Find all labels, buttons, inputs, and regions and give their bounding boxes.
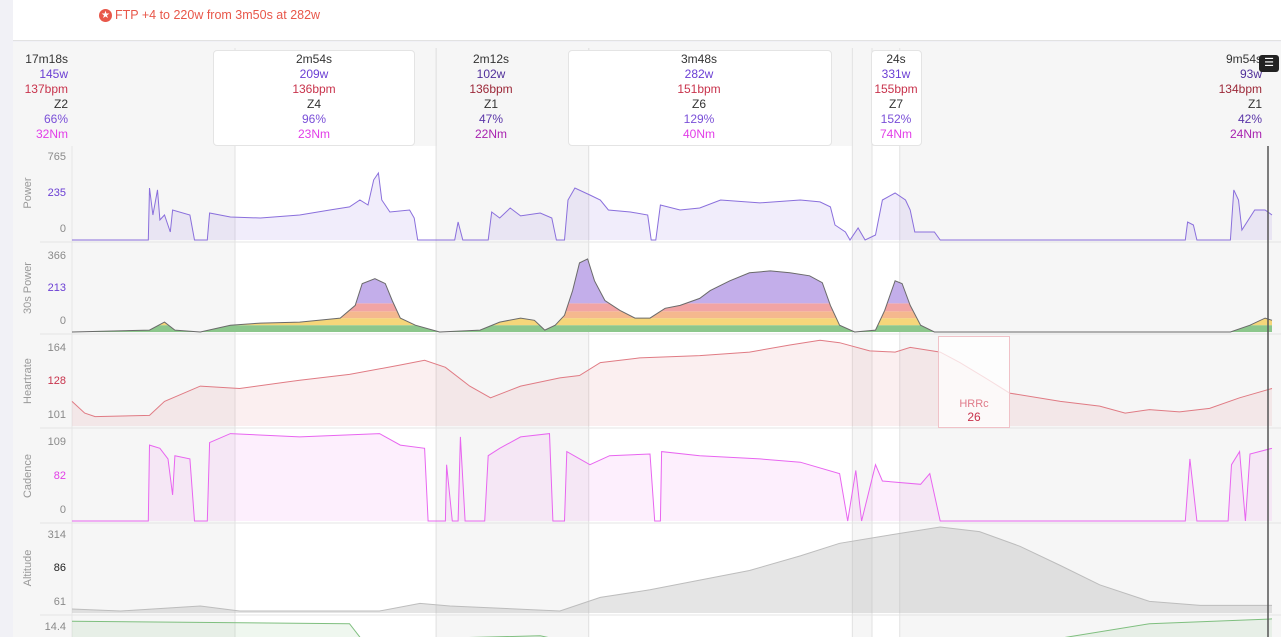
extra-area [72, 618, 1272, 637]
interval-summary-column: 2m54s 209w 136bpm Z4 96% 23Nm [264, 52, 364, 142]
summary-bpm: 134bpm [1218, 82, 1262, 96]
cadence-line [72, 433, 1273, 522]
summary-pct: 152% [880, 112, 912, 126]
summary-zone: Z4 [306, 97, 321, 111]
summary-zone: Z7 [888, 97, 903, 111]
interval-box[interactable] [213, 50, 415, 146]
summary-pct: 129% [683, 112, 715, 126]
summary-time: 9m54s [1225, 52, 1262, 66]
interval-summary-column: 2m12s 102w 136bpm Z1 47% 22Nm [441, 52, 541, 142]
altitude-min-label: 61 [53, 596, 66, 608]
summary-bpm: 137bpm [24, 82, 68, 96]
hrrc-label: HRRc [959, 398, 989, 410]
cadence-max-label: 109 [47, 436, 66, 448]
hrrc-box: HRRc 26 [938, 336, 1010, 428]
extra-max-label: 14.4 [44, 621, 66, 633]
power-max-label: 765 [47, 151, 66, 163]
summary-watts: 282w [684, 67, 714, 81]
summary-time: 3m48s [680, 52, 718, 66]
interval-summary-column: 3m48s 282w 151bpm Z6 129% 40Nm [649, 52, 749, 142]
power30-max-label: 366 [47, 250, 66, 262]
interval-highlight [235, 146, 437, 637]
summary-pct: 66% [43, 112, 68, 126]
summary-bpm: 136bpm [469, 82, 513, 96]
summary-watts: 93w [1239, 67, 1262, 81]
extra-series [71, 618, 1273, 637]
summary-time: 24s [886, 52, 906, 66]
power30-line [71, 258, 1273, 333]
power-zone-band [72, 318, 1272, 326]
power-area [72, 173, 1272, 240]
power-zone-band [72, 311, 1272, 319]
summary-torque: 74Nm [879, 127, 912, 141]
summary-zone: Z1 [483, 97, 498, 111]
altitude-panel-name: Altitude [22, 549, 34, 587]
summary-time: 2m54s [295, 52, 333, 66]
power-line [72, 171, 1273, 241]
notes-icon[interactable]: ☰ [1259, 55, 1279, 72]
interval-highlight [588, 146, 853, 637]
interval-box[interactable] [871, 50, 922, 146]
heartrate-max-label: 164 [47, 342, 66, 354]
ftp-message: FTP +4 to 220w from 3m50s at 282w [115, 8, 321, 22]
summary-zone: Z1 [1247, 97, 1262, 111]
power30-panel-name: 30s Power [22, 262, 34, 314]
summary-torque: 40Nm [682, 127, 715, 141]
summary-pct: 96% [301, 112, 327, 126]
altitude-line [71, 526, 1272, 612]
summary-time: 2m12s [472, 52, 510, 66]
power30-avg-label: 213 [47, 282, 66, 294]
power-zone-band [72, 325, 1272, 332]
altitude-area [72, 527, 1272, 613]
cadence-min-label: 0 [59, 504, 66, 516]
summary-watts: 102w [476, 67, 506, 81]
altitude-max-label: 314 [47, 529, 66, 541]
summary-torque: 32Nm [35, 127, 68, 141]
summary-time: 17m18s [25, 52, 68, 66]
heartrate-avg-label: 128 [47, 375, 66, 387]
interval-summary-column: 24s 331w 155bpm Z7 152% 74Nm [846, 52, 946, 142]
summary-zone: Z2 [53, 97, 68, 111]
summary-pct: 42% [1237, 112, 1262, 126]
summary-torque: 24Nm [1229, 127, 1262, 141]
ftp-notice: ★ FTP +4 to 220w from 3m50s at 282w [99, 8, 320, 22]
altitude-series [71, 526, 1272, 613]
star-circle-icon: ★ [99, 8, 112, 22]
power30-min-label: 0 [59, 315, 66, 327]
summary-torque: 23Nm [297, 127, 330, 141]
power-panel-name: Power [22, 176, 34, 209]
summary-zone: Z6 [691, 97, 706, 111]
summary-watts: 331w [881, 67, 911, 81]
heartrate-min-label: 101 [47, 409, 66, 421]
interval-highlight [436, 146, 589, 637]
cadence-panel-name: Cadence [22, 453, 34, 498]
power-series [72, 171, 1273, 241]
summary-bpm: 155bpm [874, 82, 918, 96]
summary-bpm: 136bpm [292, 82, 336, 96]
summary-pct: 47% [478, 112, 504, 126]
hrrc-value: 26 [967, 410, 981, 424]
heartrate-panel-name: Heartrate [22, 358, 34, 404]
summary-watts: 145w [39, 67, 68, 81]
cadence-series [72, 433, 1273, 522]
heartrate-line [71, 339, 1273, 418]
altitude-avg-label: 86 [53, 562, 66, 574]
power-avg-label: 235 [47, 186, 66, 199]
cadence-area [72, 433, 1272, 521]
interval-box[interactable] [568, 50, 832, 146]
extra-line [71, 618, 1273, 637]
summary-watts: 209w [299, 67, 329, 81]
interval-summary-column: 17m18s 145w 137bpm Z2 66% 32Nm [25, 52, 68, 142]
interval-summary-column: 9m54s 93w 134bpm Z1 42% 24Nm [1219, 52, 1262, 142]
summary-bpm: 151bpm [677, 82, 721, 96]
power-min-label: 0 [59, 223, 66, 235]
summary-torque: 22Nm [474, 127, 507, 141]
top-bar: ★ FTP +4 to 220w from 3m50s at 282w [13, 0, 1281, 41]
cadence-avg-label: 82 [53, 469, 66, 482]
